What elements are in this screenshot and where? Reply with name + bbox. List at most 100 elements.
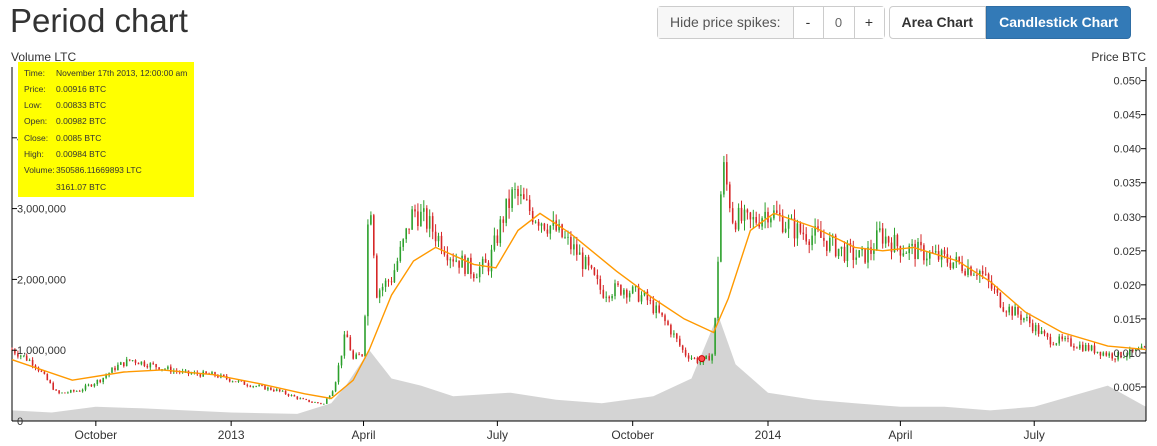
candle-body <box>1134 349 1137 351</box>
candle-body <box>55 389 57 391</box>
candle-body <box>155 364 157 368</box>
candle-body <box>567 236 569 238</box>
x-tick-label: April <box>888 428 912 442</box>
candle-body <box>293 395 296 397</box>
candle-body <box>428 216 431 229</box>
candle-body <box>81 389 84 392</box>
candle-body <box>534 221 537 223</box>
candle-body <box>881 228 884 244</box>
candle-body <box>78 391 81 392</box>
price-tick-label: 0.045 <box>1113 110 1141 122</box>
tooltip-close-label: Close: <box>24 133 49 143</box>
candle-body <box>511 189 513 208</box>
candle-body <box>367 224 369 317</box>
candle-body <box>884 236 887 244</box>
price-tick-label: 0.030 <box>1113 212 1141 224</box>
candle-body <box>1046 333 1049 337</box>
candle-body <box>999 292 1002 308</box>
candle-body <box>834 235 837 257</box>
candle-body <box>843 246 846 261</box>
candle-body <box>1067 338 1069 339</box>
candle-body <box>137 362 140 365</box>
area-chart-button[interactable]: Area Chart <box>888 6 987 39</box>
candle-body <box>1002 307 1005 312</box>
candle-body <box>899 246 902 256</box>
candle-body <box>643 291 646 296</box>
candle-body <box>331 391 334 396</box>
candle-body <box>190 373 193 375</box>
candle-body <box>628 293 631 298</box>
candle-body <box>61 392 63 394</box>
candle-body <box>973 274 975 276</box>
candle-body <box>923 245 925 261</box>
candle-body <box>452 259 454 262</box>
candle-body <box>673 333 675 335</box>
candle-body <box>1070 338 1072 346</box>
candle-body <box>164 369 166 370</box>
candle-body <box>993 288 996 290</box>
price-tick-label: 0.005 <box>1113 382 1141 394</box>
candle-body <box>146 365 149 368</box>
candle-body <box>326 398 328 404</box>
hover-point <box>698 355 706 363</box>
candlestick-chart-button[interactable]: Candlestick Chart <box>986 6 1132 39</box>
candle-body <box>143 361 146 366</box>
candle-body <box>531 211 534 223</box>
spike-decrease-button[interactable]: - <box>793 7 824 38</box>
candle-body <box>1034 325 1037 332</box>
candle-body <box>252 386 254 387</box>
candle-body <box>243 380 246 385</box>
candle-body <box>737 207 740 230</box>
candle-body <box>717 261 719 318</box>
candle-body <box>117 364 119 370</box>
candle-body <box>820 230 822 238</box>
moving-average-line <box>11 212 1147 400</box>
candle-body <box>637 286 640 302</box>
candle-body <box>73 390 75 392</box>
candle-body <box>114 367 116 370</box>
candle-body <box>887 236 890 243</box>
candle-body <box>405 228 407 240</box>
candle-body <box>979 271 981 276</box>
volume-tick-label: 2,000,000 <box>17 274 66 286</box>
candle-body <box>617 283 619 285</box>
candle-body <box>123 362 125 367</box>
candle-body <box>570 236 572 250</box>
candle-body <box>140 361 143 365</box>
candle-body <box>940 250 943 260</box>
candle-body <box>337 365 340 383</box>
tooltip-time-label: Time: <box>24 68 45 78</box>
candle-body <box>1040 331 1043 334</box>
candle-body <box>687 355 690 359</box>
candle-body <box>437 235 440 242</box>
candle-body <box>976 274 978 276</box>
candle-body <box>764 211 766 219</box>
candle-body <box>323 403 325 405</box>
candle-body <box>929 252 931 259</box>
spike-increase-button[interactable]: + <box>854 7 884 38</box>
candle-body <box>417 211 419 226</box>
candle-body <box>199 374 202 377</box>
tooltip-volume-label: Volume: <box>24 165 55 175</box>
candle-body <box>779 212 781 216</box>
candle-body <box>361 354 363 356</box>
candle-body <box>696 358 699 363</box>
candle-body <box>652 300 655 313</box>
x-tick-label: October <box>611 428 654 442</box>
candle-body <box>40 370 43 372</box>
tooltip-volume-ltc: 350586.11669893 LTC <box>56 165 142 175</box>
candle-body <box>152 363 154 365</box>
candle-body <box>837 248 840 257</box>
candle-body <box>128 359 131 361</box>
candle-body <box>120 362 122 365</box>
candle-body <box>134 360 137 363</box>
candle-body <box>649 300 652 301</box>
candle-body <box>731 208 734 223</box>
candle-body <box>125 359 128 366</box>
candle-body <box>1087 345 1090 351</box>
candle-body <box>781 215 784 232</box>
candle-body <box>876 230 878 251</box>
candle-body <box>714 318 716 355</box>
candle-body <box>596 274 599 279</box>
